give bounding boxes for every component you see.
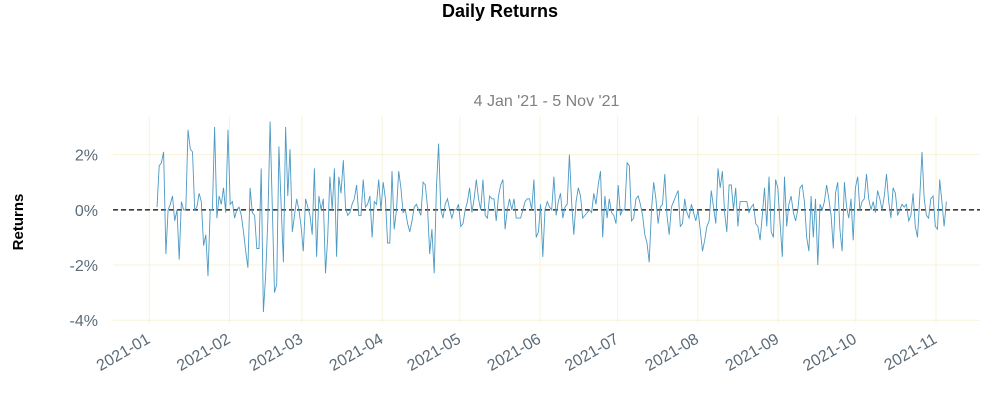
series-line-returns xyxy=(156,121,947,313)
x-tick-label: 2021-10 xyxy=(800,331,859,375)
y-tick-label: 2% xyxy=(75,148,98,165)
chart-title: Daily Returns xyxy=(441,1,559,21)
x-tick-label: 2021-05 xyxy=(404,331,463,375)
y-tick-label: -2% xyxy=(70,258,98,275)
x-tick-label: 2021-02 xyxy=(174,331,233,375)
x-tick-label: 2021-11 xyxy=(882,331,940,375)
x-tick-label: 2021-09 xyxy=(723,331,782,375)
y-tick-label: 0% xyxy=(75,203,98,220)
x-tick-label: 2021-06 xyxy=(485,331,544,375)
x-tick-label: 2021-03 xyxy=(247,331,306,375)
x-axis-ticks: 2021-01 2021-02 2021-03 2021-04 2021-05 2021-… xyxy=(94,331,940,375)
x-tick-label: 2021-07 xyxy=(562,331,621,375)
grid-lines xyxy=(113,116,980,323)
x-tick-label: 2021-01 xyxy=(94,331,153,375)
chart-subtitle: 4 Jan '21 - 5 Nov '21 xyxy=(473,93,620,110)
y-axis-ticks: -4% -2% 0% 2% xyxy=(70,148,98,331)
y-tick-label: -4% xyxy=(70,313,98,330)
x-tick-label: 2021-04 xyxy=(327,331,386,375)
x-tick-label: 2021-08 xyxy=(643,331,702,375)
